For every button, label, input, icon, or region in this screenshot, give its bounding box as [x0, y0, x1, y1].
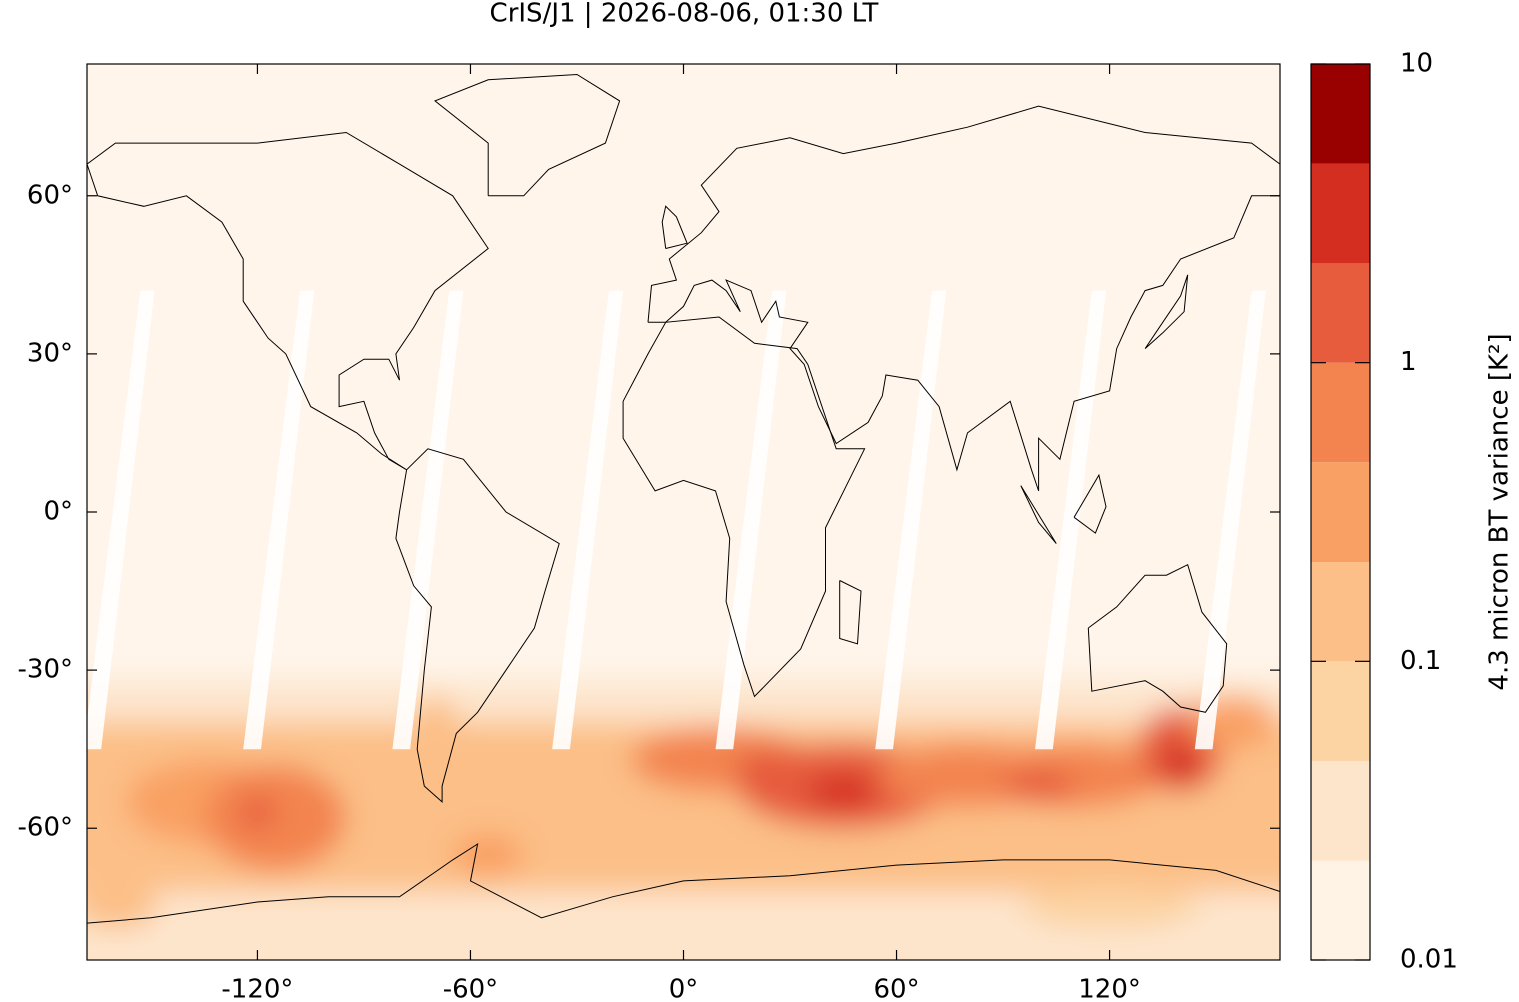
colorbar-band [1311, 760, 1370, 861]
coastline [87, 842, 1280, 924]
colorbar-band [1311, 263, 1370, 363]
field-blob [204, 764, 347, 871]
coastline [1073, 473, 1107, 534]
y-tick-label: 0° [43, 497, 73, 527]
coastline [622, 316, 866, 698]
coastline [395, 448, 560, 804]
colorbar-band [1311, 362, 1370, 463]
field-blob [115, 728, 187, 771]
field-blob [87, 886, 158, 929]
coastline [647, 105, 1280, 492]
colorbar-band [1311, 163, 1370, 264]
coastline [839, 580, 862, 645]
x-tick-label: 60° [873, 975, 919, 1002]
orbit-gap [552, 290, 624, 750]
orbit-gap [875, 290, 947, 750]
colorbar-tick-label: 10 [1400, 49, 1433, 79]
y-tick-label: 30° [27, 338, 73, 368]
variance-field [87, 680, 1280, 960]
x-tick-label: 0° [669, 975, 699, 1002]
x-tick-label: -60° [443, 975, 498, 1002]
orbit-gap [87, 290, 155, 750]
field-blob [736, 749, 808, 781]
colorbar-band [1311, 64, 1370, 164]
orbit-gap [392, 290, 464, 750]
coastline [1144, 274, 1189, 349]
field-blob [1020, 886, 1199, 929]
colorbar-tick-label: 0.01 [1400, 945, 1458, 975]
chart-title: CrIS/J1 | 2026-08-06, 01:30 LT [490, 0, 879, 29]
coastline [87, 131, 489, 471]
x-tick-label: -120° [221, 975, 293, 1002]
orbit-gaps [87, 290, 1266, 750]
field-blob [853, 822, 940, 887]
orbit-gap [1194, 290, 1266, 750]
orbit-gap [243, 290, 315, 750]
y-tick-label: 60° [27, 180, 73, 210]
field-blob [807, 775, 879, 808]
y-tick-label: -60° [18, 813, 73, 843]
orbit-gap [1035, 290, 1106, 750]
coastline [1020, 485, 1057, 544]
colorbar: 0.01 0.1 1 10 [1311, 49, 1458, 975]
field-blob [985, 743, 1163, 808]
y-tick-label: -30° [18, 655, 73, 685]
field-blob [239, 796, 276, 829]
colorbar-tick-label: 0.1 [1400, 646, 1441, 676]
colorbar-band [1311, 661, 1370, 761]
coastline [434, 73, 621, 197]
field-blob [406, 696, 464, 802]
coastlines [87, 73, 1280, 924]
field-blob [1162, 743, 1199, 787]
coastline [1087, 563, 1228, 713]
field-blob [452, 833, 524, 876]
colorbar-band [1311, 860, 1370, 960]
field-blob [1003, 770, 1075, 802]
map-area [87, 64, 1280, 960]
colorbar-frame [1310, 63, 1371, 961]
colorbar-label: 4.3 micron BT variance [K²] [1485, 333, 1515, 690]
orbit-gap [715, 290, 787, 750]
coastline [661, 205, 688, 249]
colorbar-band [1311, 462, 1370, 563]
colorbar-tick-label: 1 [1400, 347, 1417, 377]
x-tick-label: 120° [1078, 975, 1141, 1002]
colorbar-band [1311, 562, 1370, 662]
